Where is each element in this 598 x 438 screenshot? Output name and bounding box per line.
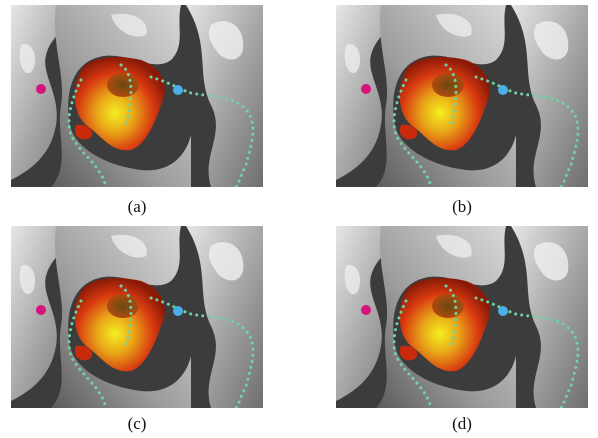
caption: (b) (452, 197, 472, 216)
render-image (11, 5, 263, 187)
caption: (d) (452, 414, 472, 433)
caption: (a) (128, 197, 147, 216)
render-image (336, 5, 588, 187)
figure: (a) (b) (c) (d) (0, 0, 598, 438)
caption: (c) (128, 414, 147, 433)
render-image (336, 226, 588, 408)
render-image (11, 226, 263, 408)
